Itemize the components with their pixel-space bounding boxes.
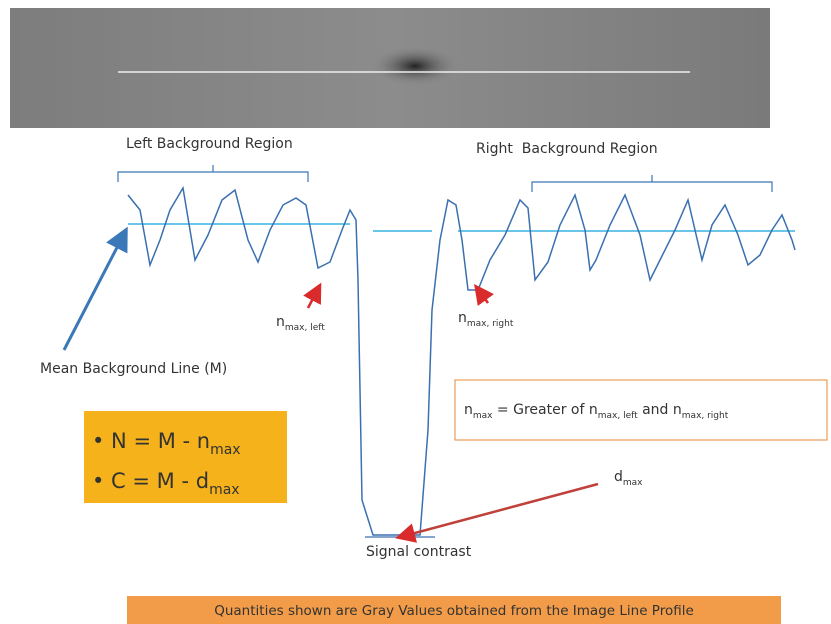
mean-line-label: Mean Background Line (M) (40, 361, 227, 377)
n-left-label: nmax, left (276, 314, 325, 333)
footer-text: Quantities shown are Gray Values obtaine… (214, 603, 694, 619)
brackets (118, 165, 772, 192)
n-right-label: nmax, right (458, 310, 514, 329)
right-region-label: Right Background Region (476, 141, 658, 157)
left-region-label: Left Background Region (126, 136, 293, 152)
d-max-label: dmax (614, 469, 643, 488)
line-profile-image (10, 8, 770, 128)
signal-contrast-label: Signal contrast (366, 544, 472, 560)
diagram: Left Background Region Right Background … (0, 0, 831, 624)
